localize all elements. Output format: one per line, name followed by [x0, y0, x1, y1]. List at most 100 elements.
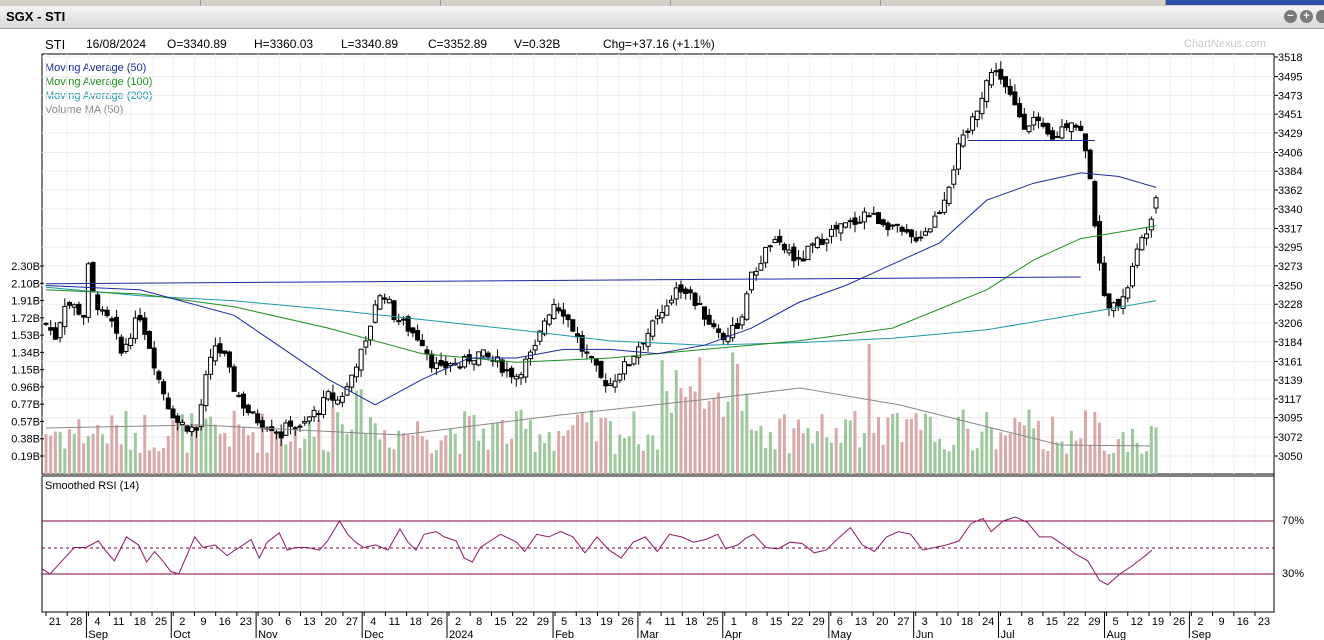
volume-bar	[660, 360, 664, 474]
volume-bar	[1060, 441, 1064, 474]
volume-bar	[881, 444, 885, 474]
day-tick-label: 1	[731, 616, 737, 628]
candle-body	[67, 302, 73, 306]
trendline	[45, 276, 1081, 285]
candle-body	[123, 343, 129, 352]
month-label: Sep	[1191, 629, 1211, 640]
volume-bar	[1022, 425, 1026, 474]
candle-body	[99, 309, 105, 312]
day-tick-label: 2	[455, 616, 461, 628]
volume-bar	[947, 451, 951, 474]
day-tick-label: 11	[113, 616, 124, 628]
volume-bar	[811, 443, 815, 474]
candle-body	[876, 212, 881, 225]
volume-bar	[862, 433, 866, 474]
month-label: Aug	[1107, 629, 1127, 640]
day-tick-label: 4	[646, 616, 652, 628]
volume-tick-label: 0.77B	[11, 399, 40, 411]
volume-bar	[119, 444, 123, 474]
day-tick-label: 23	[1258, 616, 1270, 628]
candle-body	[302, 421, 308, 424]
candle-body	[518, 374, 524, 379]
candle-body	[104, 309, 110, 317]
candle-body	[1139, 237, 1145, 251]
price-tick-label: 3250	[1278, 280, 1302, 292]
day-tick-label: 29	[812, 616, 824, 628]
month-label: Jun	[916, 629, 934, 640]
candle-body	[974, 110, 980, 121]
candle-body	[669, 299, 675, 304]
candle-body	[1101, 262, 1107, 296]
day-tick-label: 13	[579, 616, 591, 628]
volume-bar	[1065, 453, 1069, 474]
day-tick-label: 26	[622, 616, 634, 628]
volume-bar	[980, 431, 984, 474]
volume-bar	[467, 416, 471, 474]
candle-body	[1153, 197, 1159, 209]
price-tick-label: 3228	[1278, 299, 1302, 311]
volume-bar	[1130, 428, 1134, 474]
candle-body	[890, 224, 896, 227]
volume-bar	[1116, 439, 1120, 474]
minimize-icon[interactable]: −	[1284, 10, 1297, 23]
candle-body	[132, 317, 138, 340]
volume-bar	[270, 429, 274, 474]
maximize-icon[interactable]: +	[1300, 10, 1313, 23]
candle-body	[706, 314, 712, 325]
candle-body	[560, 309, 566, 317]
volume-bar	[858, 447, 862, 474]
volume-bar	[209, 416, 213, 474]
volume-bar	[486, 449, 490, 474]
volume-bar	[547, 432, 551, 474]
volume-bar	[448, 428, 452, 474]
volume-bar	[133, 432, 137, 474]
volume-tick-label: 2.10B	[11, 278, 40, 290]
candle-body	[810, 243, 816, 246]
volume-tick-label: 0.19B	[11, 451, 40, 463]
volume-bar	[157, 451, 161, 474]
day-tick-label: 20	[325, 616, 337, 628]
candle-body	[189, 426, 195, 433]
candle-body	[626, 364, 632, 367]
candle-body	[52, 327, 58, 340]
candle-body	[1111, 302, 1117, 312]
volume-bar	[867, 344, 871, 474]
volume-bar	[416, 421, 420, 474]
candle-body	[847, 220, 853, 223]
volume-bar	[68, 429, 72, 474]
volume-bar	[561, 435, 565, 474]
day-tick-label: 10	[940, 616, 952, 628]
volume-bar	[1102, 450, 1106, 474]
close-icon[interactable]	[1316, 10, 1324, 23]
volume-bar	[764, 447, 768, 474]
volume-bar	[364, 433, 368, 474]
day-tick-label: 22	[791, 616, 803, 628]
candle-body	[156, 371, 162, 380]
volume-bar	[1051, 416, 1055, 474]
volume-bar	[735, 363, 739, 474]
candle-body	[236, 394, 242, 397]
watermark: ChartNexus.com	[1184, 38, 1266, 50]
volume-bar	[557, 431, 561, 474]
volume-bar	[759, 425, 763, 474]
volume-bar	[176, 421, 180, 474]
volume-tick-label: 1.72B	[11, 313, 40, 325]
candle-body	[1059, 126, 1065, 139]
candle-body	[570, 319, 576, 332]
volume-bar	[698, 357, 702, 474]
price-tick-label: 3117	[1278, 394, 1302, 406]
volume-bar	[618, 434, 622, 474]
volume-bar	[848, 420, 852, 474]
volume-bar	[942, 449, 946, 474]
volume-bar	[1098, 422, 1102, 474]
candle-body	[880, 219, 886, 226]
day-tick-label: 5	[1112, 616, 1118, 628]
candle-body	[1068, 122, 1074, 133]
day-tick-label: 18	[961, 616, 973, 628]
candle-body	[664, 305, 670, 316]
volume-bar	[872, 433, 876, 474]
volume-bar	[787, 453, 791, 474]
volume-bar	[213, 424, 217, 474]
volume-bar	[218, 434, 222, 474]
